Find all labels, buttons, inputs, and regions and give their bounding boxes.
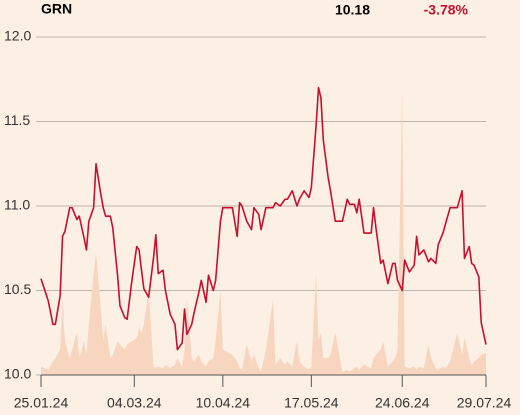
x-tick-label: 04.03.24 (107, 395, 162, 411)
price-change: -3.78% (424, 2, 469, 18)
last-price: 10.18 (335, 2, 370, 18)
y-tick-label: 11.0 (4, 197, 30, 213)
x-tick-label: 25.01.24 (14, 395, 69, 411)
x-tick-label: 17.05.24 (284, 395, 339, 411)
y-tick-label: 11.5 (4, 112, 30, 128)
volume-area (41, 91, 486, 375)
x-tick-label: 29.07.24 (457, 395, 512, 411)
x-tick-label: 10.04.24 (196, 395, 251, 411)
y-tick-label: 12.0 (4, 28, 31, 44)
price-line (40, 86, 487, 351)
x-tick-label: 24.06.24 (375, 395, 430, 411)
y-tick-label: 10.5 (4, 281, 31, 297)
y-tick-label: 10.0 (4, 366, 31, 382)
symbol: GRN (41, 1, 72, 17)
